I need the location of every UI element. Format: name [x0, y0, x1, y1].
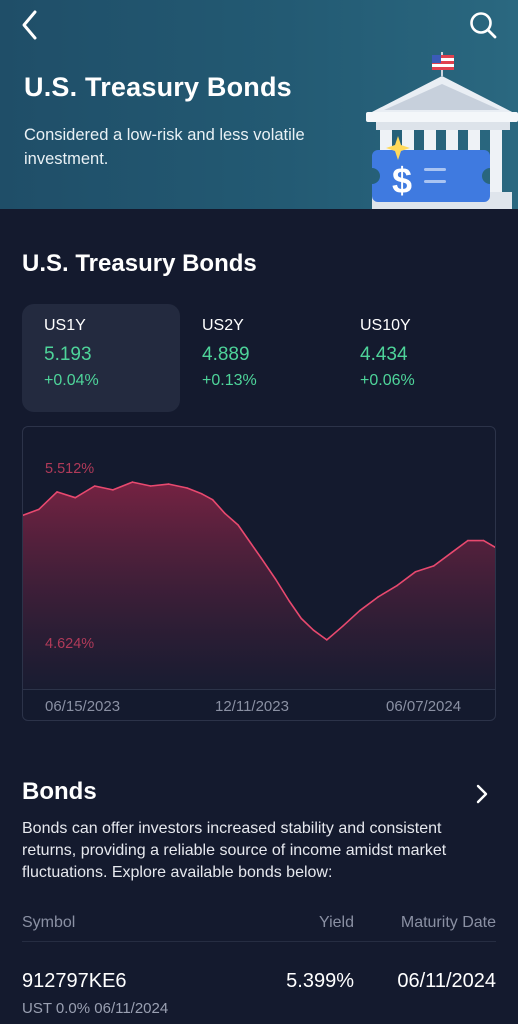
- ticker-value: 5.193: [44, 344, 92, 365]
- chevron-left-icon: [22, 10, 37, 40]
- yield-area: [23, 482, 495, 689]
- yield-chart[interactable]: 5.512% 4.624% 06/15/2023 12/11/2023 06/0…: [22, 426, 496, 721]
- yield-point-2: [56, 491, 58, 493]
- yield-point-20: [326, 639, 328, 641]
- yield-point-26: [433, 565, 435, 567]
- section-title: U.S. Treasury Bonds: [22, 250, 257, 277]
- bonds-more-button[interactable]: [474, 782, 490, 806]
- x-tick-label: 06/15/2023: [45, 698, 121, 715]
- yield-point-22: [358, 609, 361, 612]
- column-header-maturity: Maturity Date: [400, 914, 496, 931]
- yield-point-19: [312, 629, 315, 631]
- yield-point-8: [168, 483, 170, 485]
- chevron-right-icon: [476, 784, 488, 804]
- yield-point-17: [288, 600, 291, 602]
- search-button[interactable]: [468, 10, 498, 40]
- yield-point-10: [200, 493, 203, 495]
- column-header-yield: Yield: [319, 914, 354, 931]
- ticker-value: 4.889: [202, 344, 250, 365]
- column-header-symbol: Symbol: [22, 914, 76, 931]
- page-title: U.S. Treasury Bonds: [24, 72, 292, 102]
- yield-point-24: [396, 584, 399, 587]
- ticker-symbol: US2Y: [202, 317, 244, 334]
- yield-point-0: [23, 514, 24, 516]
- ticker-tabs: US1Y 5.193 +0.04% US2Y 4.889 +0.13% US10…: [22, 304, 496, 412]
- ticker-us1y[interactable]: US1Y 5.193 +0.04%: [22, 304, 180, 412]
- yield-chart-plot: [23, 481, 495, 689]
- ticker-symbol: US1Y: [44, 317, 86, 334]
- ticker-change: +0.04%: [44, 372, 99, 389]
- search-icon: [470, 12, 497, 39]
- ticker-change: +0.13%: [202, 372, 257, 389]
- chart-low-label: 4.624%: [45, 636, 95, 652]
- yield-point-29: [482, 539, 485, 542]
- ticker-value: 4.434: [360, 344, 408, 365]
- x-tick-label: 06/07/2024: [386, 698, 462, 715]
- yield-point-21: [341, 625, 344, 628]
- bonds-title: Bonds: [22, 778, 97, 805]
- yield-point-28: [467, 539, 469, 542]
- yield-point-27: [451, 551, 453, 554]
- ticker-change: +0.06%: [360, 372, 415, 389]
- page-subtitle: Considered a low-risk and less volatile …: [24, 126, 305, 168]
- yield-point-9: [186, 487, 188, 489]
- yield-point-23: [377, 596, 379, 598]
- dollar-icon: $: [392, 160, 412, 201]
- yield-point-13: [237, 524, 239, 526]
- table-row[interactable]: 912797KE6 UST 0.0% 06/11/2024 5.399% 06/…: [0, 960, 518, 1024]
- yield-point-25: [414, 570, 417, 573]
- bond-maturity: 06/11/2024: [397, 970, 496, 992]
- bond-yield: 5.399%: [286, 970, 354, 992]
- yield-point-14: [249, 541, 252, 544]
- yield-point-16: [275, 578, 277, 581]
- ticker-us10y[interactable]: US10Y 4.434 +0.06%: [338, 304, 496, 412]
- yield-point-12: [224, 512, 226, 515]
- yield-point-5: [112, 489, 114, 491]
- yield-point-3: [74, 496, 77, 499]
- yield-point-6: [131, 481, 134, 483]
- x-tick-label: 12/11/2023: [215, 698, 289, 715]
- chart-high-label: 5.512%: [45, 461, 95, 477]
- ticker-symbol: US10Y: [360, 317, 411, 334]
- yield-point-18: [300, 617, 303, 620]
- chart-x-axis: 06/15/2023 12/11/2023 06/07/2024: [23, 689, 495, 720]
- yield-point-11: [211, 498, 214, 501]
- back-button[interactable]: [16, 8, 48, 42]
- bonds-description: Bonds can offer investors increased stab…: [22, 820, 447, 881]
- yield-point-7: [149, 485, 152, 487]
- treasury-building-illustration: $: [366, 52, 518, 209]
- table-divider: [22, 941, 496, 942]
- yield-point-15: [260, 557, 262, 559]
- bond-description: UST 0.0% 06/11/2024: [22, 1000, 169, 1017]
- yield-point-1: [38, 508, 40, 511]
- ticker-us2y[interactable]: US2Y 4.889 +0.13%: [180, 304, 338, 412]
- yield-point-4: [93, 485, 96, 487]
- bond-symbol: 912797KE6: [22, 970, 127, 992]
- hero-banner: U.S. Treasury Bonds Considered a low-ris…: [0, 0, 518, 209]
